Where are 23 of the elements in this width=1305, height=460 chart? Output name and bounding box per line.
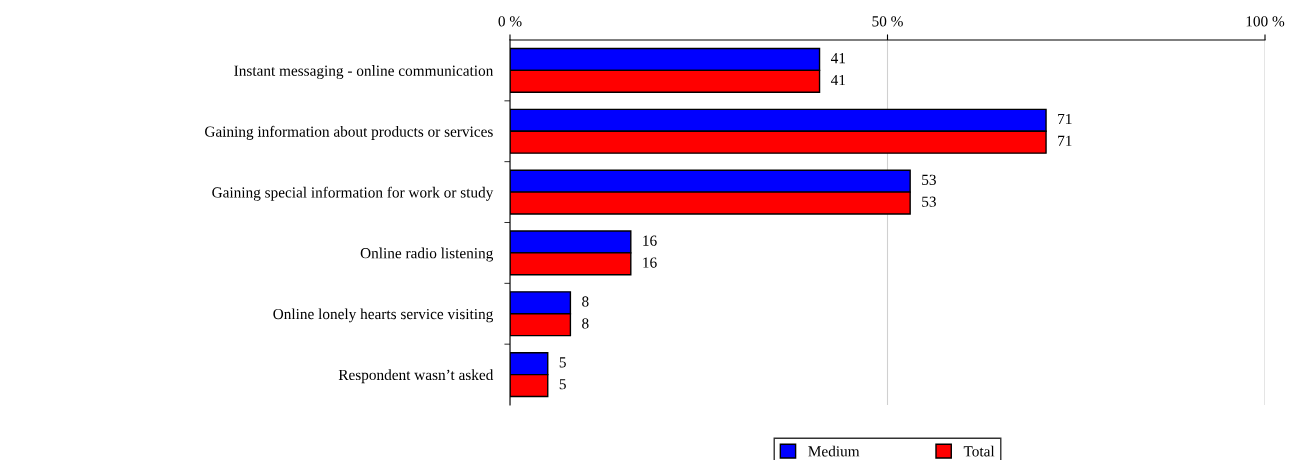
legend-label: Medium bbox=[808, 445, 860, 457]
x-tick-label: 50 % bbox=[872, 16, 903, 27]
y-tick-label: Instant messaging - online communication bbox=[234, 65, 494, 80]
legend-label: Total bbox=[963, 445, 995, 457]
data-label: 8 bbox=[582, 318, 589, 329]
y-tick-label: Online radio listening bbox=[360, 247, 494, 262]
data-label: 5 bbox=[559, 379, 566, 390]
data-label: 53 bbox=[922, 196, 936, 207]
x-tick-label: 0 % bbox=[498, 16, 522, 27]
y-tick-label: Respondent wasn’t asked bbox=[338, 369, 494, 384]
data-label: 53 bbox=[922, 174, 936, 185]
data-label: 41 bbox=[830, 74, 846, 86]
data-label: 41 bbox=[830, 53, 846, 64]
y-tick-label: Online lonely hearts service visiting bbox=[273, 308, 494, 323]
y-tick-label: Gaining special information for work or study bbox=[212, 186, 494, 201]
x-tick-label: 100 % bbox=[1246, 16, 1285, 27]
data-label: 8 bbox=[582, 296, 589, 307]
data-label: 71 bbox=[1058, 135, 1072, 146]
data-label: 16 bbox=[643, 257, 657, 268]
data-label: 16 bbox=[643, 235, 657, 246]
data-label: 5 bbox=[559, 357, 566, 368]
y-tick-label: Gaining information about products or services bbox=[205, 125, 493, 140]
data-label: 71 bbox=[1058, 113, 1072, 124]
